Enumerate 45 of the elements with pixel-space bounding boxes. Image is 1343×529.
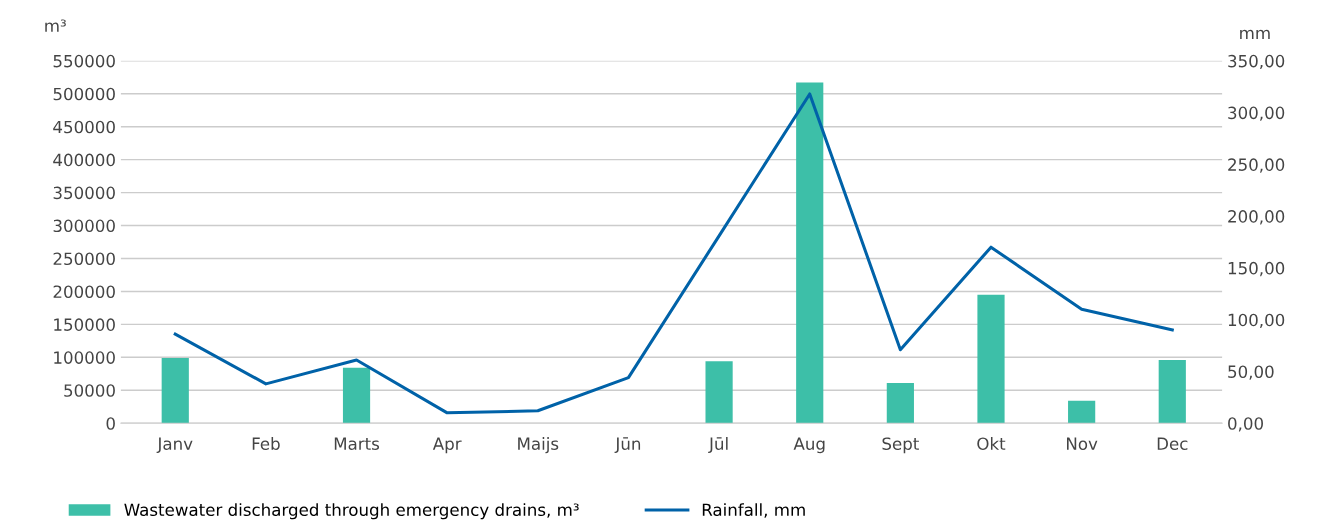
y-axis-title: m³ [45,19,66,32]
legend-label: Rainfall, mm [702,503,805,518]
bar [705,361,733,424]
y2-tick-label: 150,00 [1228,261,1285,277]
legend-label: Wastewater discharged through emergency drains, m³ [124,503,579,520]
x-tick-label: Okt [977,437,1006,450]
bar [796,82,824,424]
y-tick-label: 150000 [54,318,115,331]
y-tick-label: 50000 [64,384,115,397]
bar [977,294,1005,424]
y-tick-label: 550000 [53,54,115,68]
bar [342,367,371,424]
x-tick-label: Marts [334,437,380,450]
y-tick-label: 350000 [53,186,115,200]
y-tick-label: 0 [106,417,115,430]
x-tick-label: Nov [1067,437,1098,450]
line-series [173,92,1174,415]
x-tick-label: Feb [252,437,280,450]
y-tick-label: 300000 [53,219,115,233]
x-tick-label: Janv [156,437,193,454]
y-tick-label: 500000 [53,87,115,101]
y-tick-label: 400000 [53,153,115,167]
y-tick-label: 450000 [53,120,115,134]
x-tick-label: Jūl [708,437,728,454]
bar [1068,400,1096,424]
bar [1158,359,1186,424]
y2-tick-label: 200,00 [1228,210,1285,225]
y2-tick-label: 350,00 [1228,54,1285,70]
y2-tick-label: 0,00 [1228,417,1263,432]
y2-tick-label: 100,00 [1228,313,1285,328]
y2-tick-label: 300,00 [1228,106,1285,121]
bar [161,357,189,424]
y-tick-label: 250000 [53,252,115,266]
x-tick-label: Dec [1157,437,1188,450]
y-tick-label: 200000 [53,285,115,298]
y2-axis-title: mm [1240,29,1270,40]
x-tick-label: Sept [882,437,919,454]
x-tick-label: Aug [793,437,825,454]
x-tick-label: Jūn [614,437,641,454]
x-tick-label: Maijs [518,437,559,454]
x-tick-label: Apr [432,437,462,454]
y2-tick-label: 250,00 [1228,158,1285,173]
y-tick-label: 100000 [54,351,115,364]
y2-tick-label: 50,00 [1228,365,1274,380]
bar [886,383,914,424]
